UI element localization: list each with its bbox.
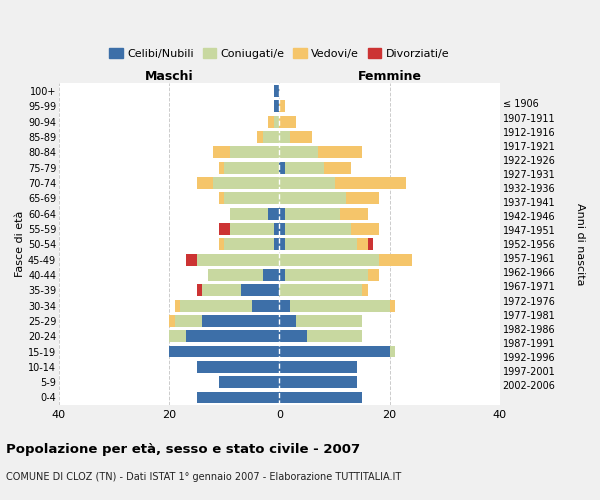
Bar — [263, 131, 280, 143]
Bar — [280, 392, 362, 404]
Bar — [285, 223, 351, 235]
Bar — [219, 376, 280, 388]
Text: COMUNE DI CLOZ (TN) - Dati ISTAT 1° gennaio 2007 - Elaborazione TUTTITALIA.IT: COMUNE DI CLOZ (TN) - Dati ISTAT 1° genn… — [6, 472, 401, 482]
Bar — [219, 223, 230, 235]
Bar — [230, 223, 274, 235]
Bar — [197, 361, 280, 373]
Bar — [208, 269, 263, 281]
Bar — [280, 192, 346, 204]
Bar — [274, 223, 280, 235]
Y-axis label: Fasce di età: Fasce di età — [15, 211, 25, 278]
Bar — [175, 300, 180, 312]
Bar — [280, 223, 285, 235]
Bar — [280, 116, 296, 128]
Bar — [274, 116, 280, 128]
Bar — [224, 162, 280, 173]
Bar — [180, 300, 252, 312]
Bar — [280, 162, 285, 173]
Bar — [224, 238, 274, 250]
Bar — [268, 116, 274, 128]
Bar — [335, 177, 406, 189]
Bar — [202, 315, 280, 327]
Bar — [285, 238, 356, 250]
Bar — [280, 146, 318, 158]
Bar — [213, 177, 280, 189]
Bar — [368, 238, 373, 250]
Bar — [202, 284, 241, 296]
Y-axis label: Anni di nascita: Anni di nascita — [575, 203, 585, 285]
Bar — [230, 146, 280, 158]
Bar — [213, 146, 230, 158]
Bar — [263, 269, 280, 281]
Bar — [280, 361, 356, 373]
Bar — [280, 376, 356, 388]
Bar — [257, 131, 263, 143]
Bar — [340, 208, 368, 220]
Bar — [389, 346, 395, 358]
Bar — [169, 330, 186, 342]
Bar — [280, 300, 290, 312]
Bar — [169, 346, 280, 358]
Bar — [296, 315, 362, 327]
Bar — [219, 192, 224, 204]
Bar — [280, 238, 285, 250]
Bar — [197, 254, 280, 266]
Bar — [368, 269, 379, 281]
Bar — [169, 315, 175, 327]
Bar — [274, 238, 280, 250]
Bar — [186, 330, 280, 342]
Bar — [197, 392, 280, 404]
Bar — [219, 162, 224, 173]
Bar — [290, 131, 313, 143]
Bar — [362, 284, 368, 296]
Bar — [230, 208, 268, 220]
Bar — [280, 131, 290, 143]
Bar — [389, 300, 395, 312]
Bar — [318, 146, 362, 158]
Bar — [175, 315, 202, 327]
Bar — [224, 192, 280, 204]
Bar — [280, 284, 362, 296]
Bar — [268, 208, 280, 220]
Bar — [274, 85, 280, 97]
Bar — [280, 177, 335, 189]
Bar — [285, 162, 323, 173]
Bar — [241, 284, 280, 296]
Bar — [280, 346, 389, 358]
Bar — [379, 254, 412, 266]
Bar — [323, 162, 351, 173]
Bar — [280, 330, 307, 342]
Bar — [219, 238, 224, 250]
Bar — [280, 254, 379, 266]
Text: Maschi: Maschi — [145, 70, 193, 84]
Legend: Celibi/Nubili, Coniugati/e, Vedovi/e, Divorziati/e: Celibi/Nubili, Coniugati/e, Vedovi/e, Di… — [105, 44, 454, 64]
Bar — [274, 100, 280, 112]
Bar — [197, 177, 213, 189]
Bar — [280, 315, 296, 327]
Bar — [285, 269, 368, 281]
Bar — [186, 254, 197, 266]
Bar — [351, 223, 379, 235]
Bar — [307, 330, 362, 342]
Bar — [285, 208, 340, 220]
Bar — [280, 269, 285, 281]
Bar — [356, 238, 368, 250]
Text: Femmine: Femmine — [358, 70, 422, 84]
Bar — [290, 300, 389, 312]
Bar — [280, 208, 285, 220]
Bar — [280, 100, 285, 112]
Text: Popolazione per età, sesso e stato civile - 2007: Popolazione per età, sesso e stato civil… — [6, 442, 360, 456]
Bar — [197, 284, 202, 296]
Bar — [346, 192, 379, 204]
Bar — [252, 300, 280, 312]
